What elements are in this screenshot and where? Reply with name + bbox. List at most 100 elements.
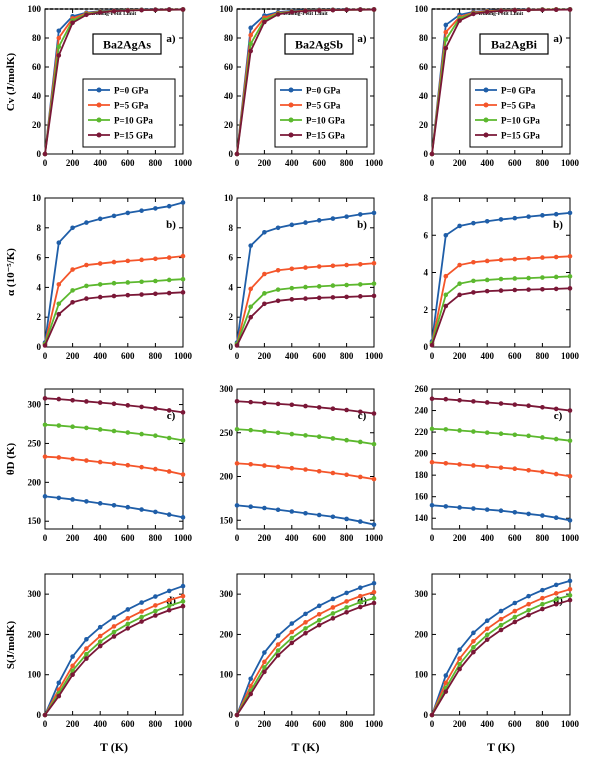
x-tick-label: 800 xyxy=(536,719,550,729)
data-point xyxy=(526,593,531,599)
data-point xyxy=(248,461,253,467)
data-point xyxy=(526,612,531,618)
data-point xyxy=(125,462,131,468)
data-point xyxy=(275,464,281,470)
data-point xyxy=(166,203,172,209)
data-point xyxy=(371,522,377,527)
data-point xyxy=(139,609,144,614)
data-point xyxy=(275,287,281,292)
x-tick-label: 200 xyxy=(258,351,272,361)
data-point xyxy=(316,434,322,439)
legend-swatch-marker xyxy=(483,102,489,108)
panel-2-1: 0 200 400 600 800 1000 0 2 4 6 8 10 b) xyxy=(32,193,193,361)
data-point xyxy=(371,7,377,12)
data-point xyxy=(180,200,186,205)
data-point xyxy=(153,594,158,599)
compound-label: Ba2AgBi xyxy=(491,38,538,52)
panel-letter: b) xyxy=(357,219,367,231)
legend-swatch-marker xyxy=(96,102,102,108)
data-point xyxy=(153,278,158,284)
x-tick-label: 800 xyxy=(149,158,163,168)
data-point xyxy=(125,430,131,435)
y-tick-label: 4 xyxy=(229,282,234,292)
y-tick-label: 6 xyxy=(229,253,234,263)
data-point xyxy=(553,601,559,607)
data-point xyxy=(303,630,308,636)
data-point xyxy=(316,405,322,410)
data-point xyxy=(262,669,267,675)
data-point xyxy=(303,611,308,617)
legend-swatch-marker xyxy=(96,87,102,93)
data-point xyxy=(248,32,253,38)
legend-label: P=5 GPa xyxy=(114,101,149,111)
data-point xyxy=(484,632,490,638)
data-point xyxy=(56,311,62,317)
data-point xyxy=(484,218,490,224)
data-point xyxy=(139,600,144,605)
data-point xyxy=(344,262,349,268)
data-point xyxy=(443,673,449,678)
data-point xyxy=(248,676,253,682)
panel-letter: c) xyxy=(358,410,367,422)
data-point xyxy=(56,240,62,245)
x-tick-label: 400 xyxy=(285,158,299,168)
data-point xyxy=(125,258,131,264)
x-tick-label: 200 xyxy=(453,719,467,729)
data-point xyxy=(153,603,158,608)
y-tick-label: 0 xyxy=(424,710,429,720)
legend-swatch-marker xyxy=(288,132,294,138)
data-point xyxy=(125,280,131,285)
data-point xyxy=(42,454,48,459)
data-point xyxy=(553,406,559,412)
data-point xyxy=(97,639,103,644)
y-tick-label: 250 xyxy=(28,438,42,448)
data-point xyxy=(512,256,518,262)
data-point xyxy=(139,208,144,213)
data-point xyxy=(512,215,518,221)
data-point xyxy=(471,429,476,434)
data-point xyxy=(371,260,377,266)
y-tick-label: 8 xyxy=(229,223,234,233)
dulong-petit-label: Dulong-Petit Limit xyxy=(479,11,524,17)
data-point xyxy=(358,212,363,217)
data-point xyxy=(567,593,573,598)
x-tick-label: 1000 xyxy=(174,351,193,361)
y-tick-label: 0 xyxy=(229,149,234,159)
data-point xyxy=(248,691,253,697)
data-point xyxy=(180,603,186,609)
data-point xyxy=(289,222,295,228)
data-point xyxy=(344,407,349,413)
y-tick-label: 160 xyxy=(415,492,429,502)
data-point xyxy=(248,286,253,292)
data-point xyxy=(358,282,363,287)
panel-letter: b) xyxy=(553,219,563,231)
data-point xyxy=(358,593,363,599)
x-tick-label: 400 xyxy=(285,719,299,729)
y-tick-label: 8 xyxy=(424,193,429,203)
data-point xyxy=(567,274,573,279)
x-tick-label: 0 xyxy=(43,351,48,361)
series-line-4 xyxy=(431,287,571,346)
panel-letter: a) xyxy=(553,33,563,45)
data-point xyxy=(139,619,144,624)
data-point xyxy=(166,469,172,474)
data-point xyxy=(512,287,518,293)
data-point xyxy=(111,428,117,434)
data-point xyxy=(553,7,559,13)
data-point xyxy=(289,509,295,514)
x-tick-label: 600 xyxy=(508,158,522,168)
data-point xyxy=(289,635,295,641)
data-point xyxy=(429,712,435,718)
data-point xyxy=(457,656,462,661)
data-point xyxy=(166,588,172,594)
data-point xyxy=(262,400,267,406)
x-tick-label: 600 xyxy=(121,158,135,168)
data-point xyxy=(371,411,377,416)
data-point xyxy=(153,7,158,13)
x-tick-label: 800 xyxy=(340,533,354,543)
data-point xyxy=(429,503,435,508)
y-tick-label: 0 xyxy=(229,710,234,720)
x-tick-label: 800 xyxy=(536,533,550,543)
data-point xyxy=(371,441,377,447)
data-point xyxy=(471,399,476,404)
